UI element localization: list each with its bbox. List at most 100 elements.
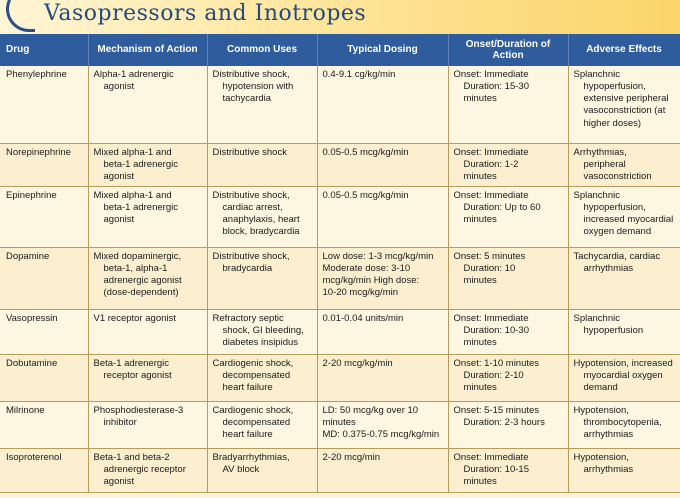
table-row: Milrinone Phosphodiesterase-3 inhibitor Car… <box>0 401 680 449</box>
cell-mechanism: Mixed alpha-1 and beta-1 adrenergic agonis… <box>88 186 208 248</box>
cell-mechanism-line: (dose-dependent) <box>103 286 179 298</box>
cell-dosing-line: 2-20 mcg/kg/min <box>322 357 393 369</box>
cell-onset-line: Onset: Immediate <box>453 189 529 201</box>
cell-dosing: 0.4-9.1 cg/kg/min <box>317 66 449 144</box>
cell-adverse: Hypotension, arrhythmias <box>568 448 680 493</box>
cell-adverse-line: Splanchnic <box>573 312 620 324</box>
header-uses: Common Uses <box>207 34 318 66</box>
cell-dosing: 0.01-0.04 units/min <box>317 309 449 355</box>
cell-dosing: 0.05-0.5 mcg/kg/min <box>317 143 449 187</box>
cell-adverse-line: hypoperfusion, <box>583 201 646 213</box>
cell-dosing: LD: 50 mcg/kg over 10 minutes MD: 0.375-0.… <box>317 401 449 449</box>
cell-mechanism-line: Mixed alpha-1 and <box>93 189 172 201</box>
cell-onset-line: minutes <box>463 475 497 487</box>
cell-dosing-line: minutes <box>322 416 356 428</box>
cell-adverse-line: peripheral <box>583 158 626 170</box>
cell-dosing-line: Low dose: 1-3 mcg/kg/min <box>322 250 434 262</box>
cell-uses-line: tachycardia <box>222 93 272 105</box>
cell-uses-line: diabetes insipidus <box>222 336 299 348</box>
cell-onset-line: Duration: 15-30 <box>463 81 529 93</box>
cell-mechanism: Phosphodiesterase-3 inhibitor <box>88 401 208 449</box>
cell-mechanism-line: Mixed dopaminergic, <box>93 250 182 262</box>
cell-adverse-line: Tachycardia, cardiac <box>573 250 661 262</box>
cell-uses-line: cardiac arrest, <box>222 201 283 213</box>
cell-onset-line: Duration: 10-30 <box>463 324 529 336</box>
cell-onset-line: Duration: 2-10 <box>463 369 524 381</box>
cell-onset-line: minutes <box>463 336 497 348</box>
cell-mechanism: Mixed dopaminergic, beta-1, alpha-1 adrene… <box>88 247 208 310</box>
title-band: Vasopressors and Inotropes <box>0 0 680 34</box>
cell-adverse-line: Splanchnic <box>573 69 620 80</box>
cell-adverse: Arrhythmias, peripheral vasoconstriction <box>568 143 680 187</box>
cell-onset-line: Duration: 10 <box>463 262 516 274</box>
cell-uses-line: Distributive shock, <box>212 250 290 262</box>
cell-uses-line: block, bradycardia <box>222 225 300 237</box>
cell-mechanism: V1 receptor agonist <box>88 309 208 355</box>
cell-dosing-line: 0.4-9.1 cg/kg/min <box>322 69 396 80</box>
table-row: Dobutamine Beta-1 adrenergic receptor agon… <box>0 354 680 402</box>
cell-uses: Bradyarrhythmias, AV block <box>207 448 318 493</box>
cell-uses-line: heart failure <box>222 381 273 393</box>
cell-onset-line: Onset: 5-15 minutes <box>453 404 540 416</box>
cell-onset-line: minutes <box>463 170 497 182</box>
table-row: Epinephrine Mixed alpha-1 and beta-1 adren… <box>0 186 680 248</box>
cell-uses: Distributive shock, cardiac arrest, anaphy… <box>207 186 318 248</box>
cell-mechanism-line: beta-1, alpha-1 <box>103 262 168 274</box>
header-onset: Onset/Duration of Action <box>448 34 569 66</box>
cell-adverse: Tachycardia, cardiac arrhythmias <box>568 247 680 310</box>
cell-mechanism-line: beta-1 adrenergic <box>103 201 178 213</box>
cell-mechanism-line: agonist <box>103 475 135 487</box>
table-row: Norepinephrine Mixed alpha-1 and beta-1 ad… <box>0 143 680 187</box>
cell-adverse-line: Arrhythmias, <box>573 146 627 158</box>
cell-uses-line: AV block <box>222 463 260 475</box>
cell-dosing-line: Moderate dose: 3-10 <box>322 262 411 274</box>
cell-adverse-line: Hypotension, <box>573 404 629 416</box>
cell-dosing: 2-20 mcg/min <box>317 448 449 493</box>
cell-adverse: Splanchnic hypoperfusion, extensive periph… <box>568 66 680 144</box>
cell-onset-line: Duration: 1-2 <box>463 158 519 170</box>
cell-uses-line: decompensated <box>222 416 291 428</box>
cell-mechanism-line: inhibitor <box>103 416 137 428</box>
cell-adverse-line: arrhythmias <box>583 262 634 274</box>
cell-uses-line: Cardiogenic shock, <box>212 357 294 369</box>
cell-drug: Phenylephrine <box>0 66 89 144</box>
cell-adverse-line: hypoperfusion, <box>583 81 646 93</box>
cell-uses-line: hypotension with <box>222 81 294 93</box>
cell-onset-line: Duration: Up to 60 <box>463 201 541 213</box>
cell-onset-line: minutes <box>463 93 497 105</box>
cell-uses-line: shock, GI bleeding, <box>222 324 304 336</box>
cell-mechanism-line: agonist <box>103 170 135 182</box>
cell-uses-line: Distributive shock, <box>212 69 290 80</box>
cell-mechanism: Beta-1 and beta-2 adrenergic receptor agon… <box>88 448 208 493</box>
cell-onset-line: Onset: 1-10 minutes <box>453 357 540 369</box>
cell-adverse: Splanchnic hypoperfusion, increased myocar… <box>568 186 680 248</box>
cell-drug: Norepinephrine <box>0 143 89 187</box>
cell-onset: Onset: Immediate Duration: 10-15 minutes <box>448 448 569 493</box>
cell-mechanism-line: Alpha-1 adrenergic <box>93 69 174 80</box>
cell-uses-line: Distributive shock <box>212 146 287 158</box>
cell-uses-line: anaphylaxis, heart <box>222 213 300 225</box>
cell-onset-line: Onset: Immediate <box>453 146 529 158</box>
cell-uses-line: Cardiogenic shock, <box>212 404 294 416</box>
cell-onset-line: Onset: Immediate <box>453 451 529 463</box>
cell-mechanism-line: receptor agonist <box>103 369 172 381</box>
header-adverse: Adverse Effects <box>568 34 680 66</box>
cell-adverse-line: extensive peripheral <box>583 93 669 105</box>
cell-adverse-line: vasoconstriction <box>583 170 652 182</box>
cell-onset-line: Duration: 10-15 <box>463 463 529 475</box>
cell-drug: Vasopressin <box>0 309 89 355</box>
cell-dosing-line: 0.05-0.5 mcg/kg/min <box>322 146 409 158</box>
cell-dosing-line: 2-20 mcg/min <box>322 451 381 463</box>
cell-dosing: Low dose: 1-3 mcg/kg/min Moderate dose: 3… <box>317 247 449 310</box>
cell-adverse-line: Splanchnic <box>573 189 620 201</box>
cell-uses-line: bradycardia <box>222 262 273 274</box>
cell-dosing-line: 0.05-0.5 mcg/kg/min <box>322 189 409 201</box>
cell-onset-line: Duration: 2-3 hours <box>463 416 545 428</box>
table-row: Dopamine Mixed dopaminergic, beta-1, alpha… <box>0 247 680 310</box>
cell-dosing-line: 10-20 mcg/kg/min <box>322 286 399 298</box>
cell-onset-line: Onset: Immediate <box>453 312 529 324</box>
cell-uses: Refractory septic shock, GI bleeding, diab… <box>207 309 318 355</box>
cell-drug: Isoproterenol <box>0 448 89 493</box>
cell-uses: Distributive shock, hypotension with tachy… <box>207 66 318 144</box>
cell-mechanism-line: agonist <box>103 81 135 93</box>
